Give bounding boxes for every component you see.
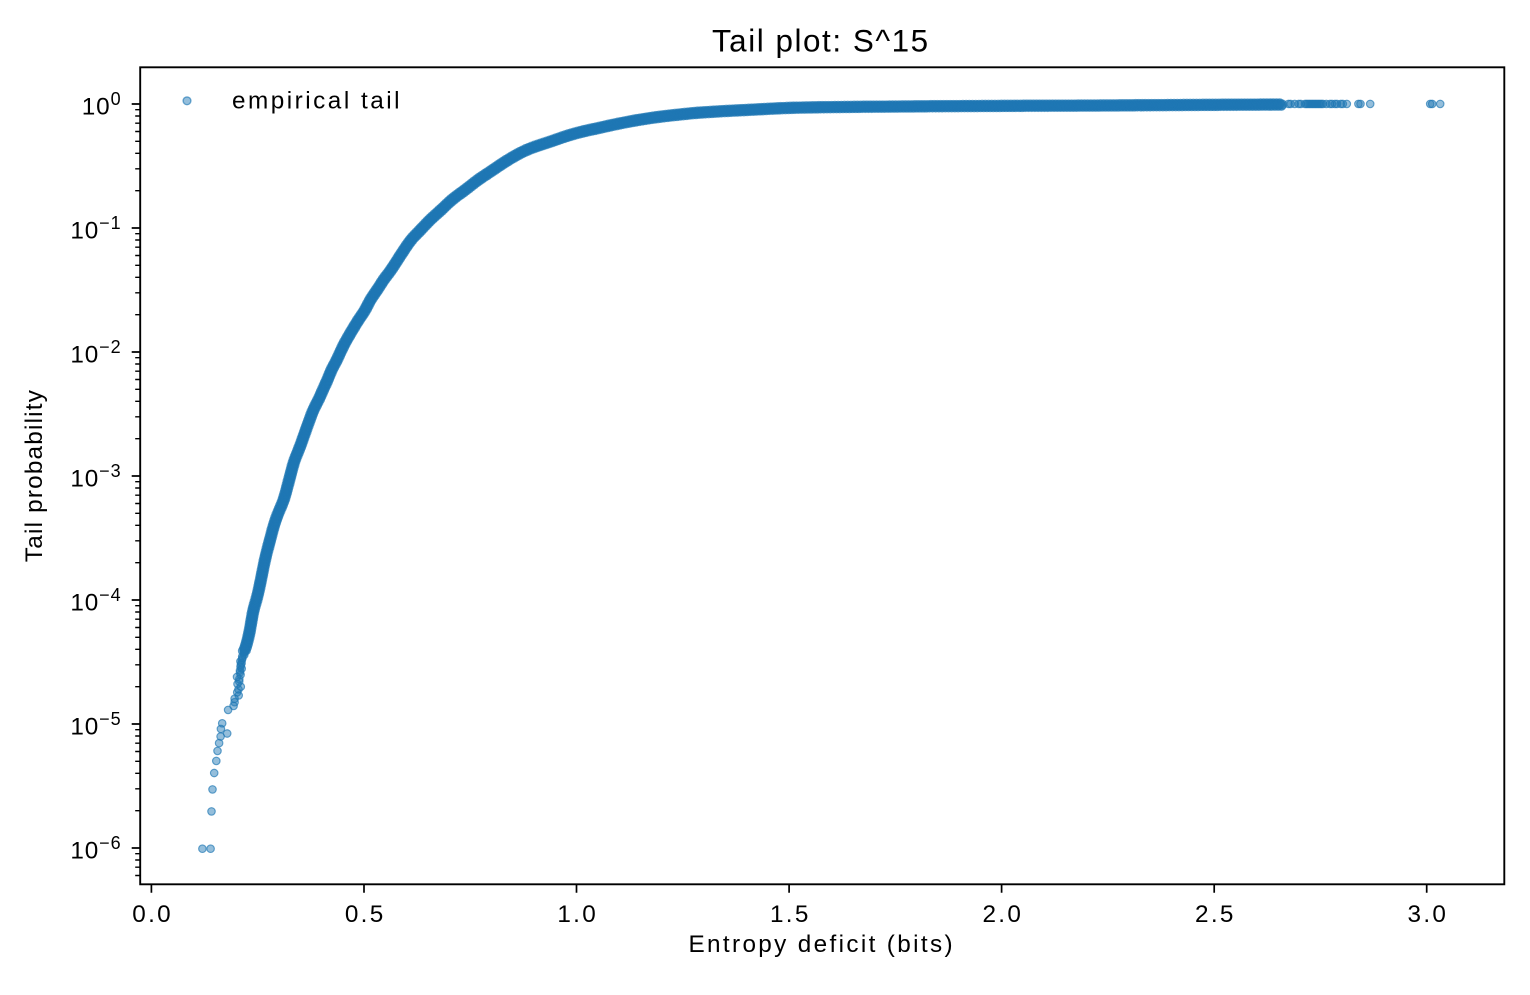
svg-text:empirical tail: empirical tail — [232, 87, 402, 114]
svg-text:1.0: 1.0 — [557, 901, 598, 928]
svg-text:0.0: 0.0 — [132, 901, 173, 928]
svg-text:Tail probability: Tail probability — [21, 389, 48, 562]
svg-text:2.5: 2.5 — [1195, 901, 1236, 928]
svg-text:0.5: 0.5 — [345, 901, 386, 928]
svg-text:2.0: 2.0 — [982, 901, 1023, 928]
svg-text:10−1: 10−1 — [70, 213, 121, 244]
svg-text:3.0: 3.0 — [1408, 901, 1449, 928]
svg-text:1.5: 1.5 — [770, 901, 811, 928]
svg-text:Tail plot: S^15: Tail plot: S^15 — [712, 23, 930, 58]
svg-text:Entropy deficit (bits): Entropy deficit (bits) — [688, 931, 954, 958]
